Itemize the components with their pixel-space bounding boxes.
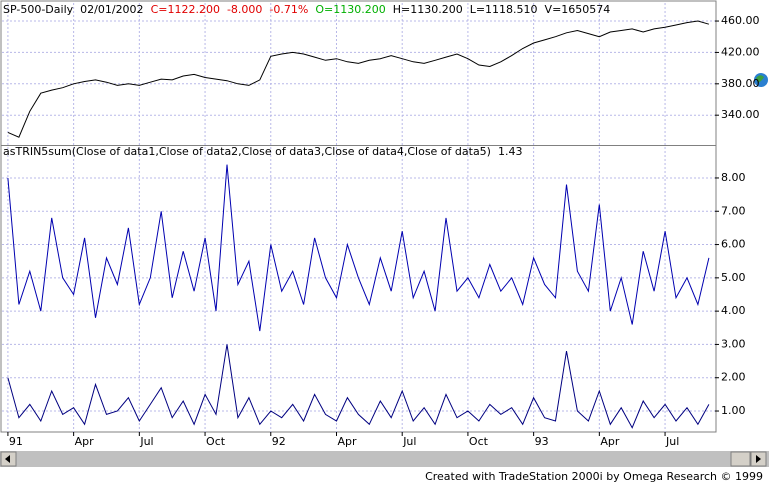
y-tick-label: 5.00 <box>721 271 746 284</box>
price-title: SP-500-Daily <box>3 3 74 16</box>
price-header: SP-500-Daily 02/01/2002 C=1122.200 -8.000 -0… <box>3 3 617 17</box>
y-tick-label: 2.00 <box>721 371 746 384</box>
x-tick-label: Jul <box>665 435 679 448</box>
scroll-thumb[interactable] <box>730 451 751 467</box>
x-tick-label: Jul <box>139 435 153 448</box>
y-tick-label: 1.00 <box>721 404 746 417</box>
x-tick-label: Apr <box>337 435 357 448</box>
y-tick-label: 4.00 <box>721 304 746 317</box>
x-tick-label: Apr <box>600 435 620 448</box>
x-tick-label: Oct <box>469 435 489 448</box>
x-tick-label: 93 <box>535 435 549 448</box>
x-tick-label: Oct <box>206 435 226 448</box>
y-tick-label: 7.00 <box>721 204 746 217</box>
header-field: -0.71% <box>269 3 309 16</box>
scrollbar[interactable] <box>0 451 769 467</box>
header-field: 02/01/2002 <box>80 3 144 16</box>
y-tick-label: 420.00 <box>721 45 760 58</box>
header-field: L=1118.510 <box>469 3 538 16</box>
line-series <box>7 164 710 332</box>
globe-land <box>756 75 764 83</box>
arrow-left <box>5 455 10 463</box>
y-tick-label: 6.00 <box>721 238 746 251</box>
y-tick-label: 8.00 <box>721 171 746 184</box>
indicator-value: 1.43 <box>497 145 523 158</box>
x-tick-label: 91 <box>9 435 23 448</box>
y-tick-label: 380.00 <box>721 77 760 90</box>
header-field: C=1122.200 <box>150 3 220 16</box>
y-tick-label: 460.00 <box>721 14 760 27</box>
header-field: H=1130.200 <box>392 3 463 16</box>
header-field: O=1130.200 <box>315 3 386 16</box>
arrow-right <box>756 455 761 463</box>
indicator-title: asTRIN5sum(Close of data1,Close of data2… <box>3 145 491 158</box>
y-tick-label: 3.00 <box>721 337 746 350</box>
footer: Created with TradeStation 2000i by Omega… <box>425 470 763 483</box>
header-field: V=1650574 <box>544 3 611 16</box>
x-tick-label: Jul <box>402 435 416 448</box>
x-tick-label: Apr <box>75 435 95 448</box>
indicator-header: asTRIN5sum(Close of data1,Close of data2… <box>3 145 529 159</box>
x-tick-label: 92 <box>272 435 286 448</box>
header-field: -8.000 <box>226 3 263 16</box>
line-series <box>7 344 710 429</box>
plot-frame <box>0 0 717 433</box>
line-series <box>7 20 710 138</box>
y-tick-label: 340.00 <box>721 108 760 121</box>
